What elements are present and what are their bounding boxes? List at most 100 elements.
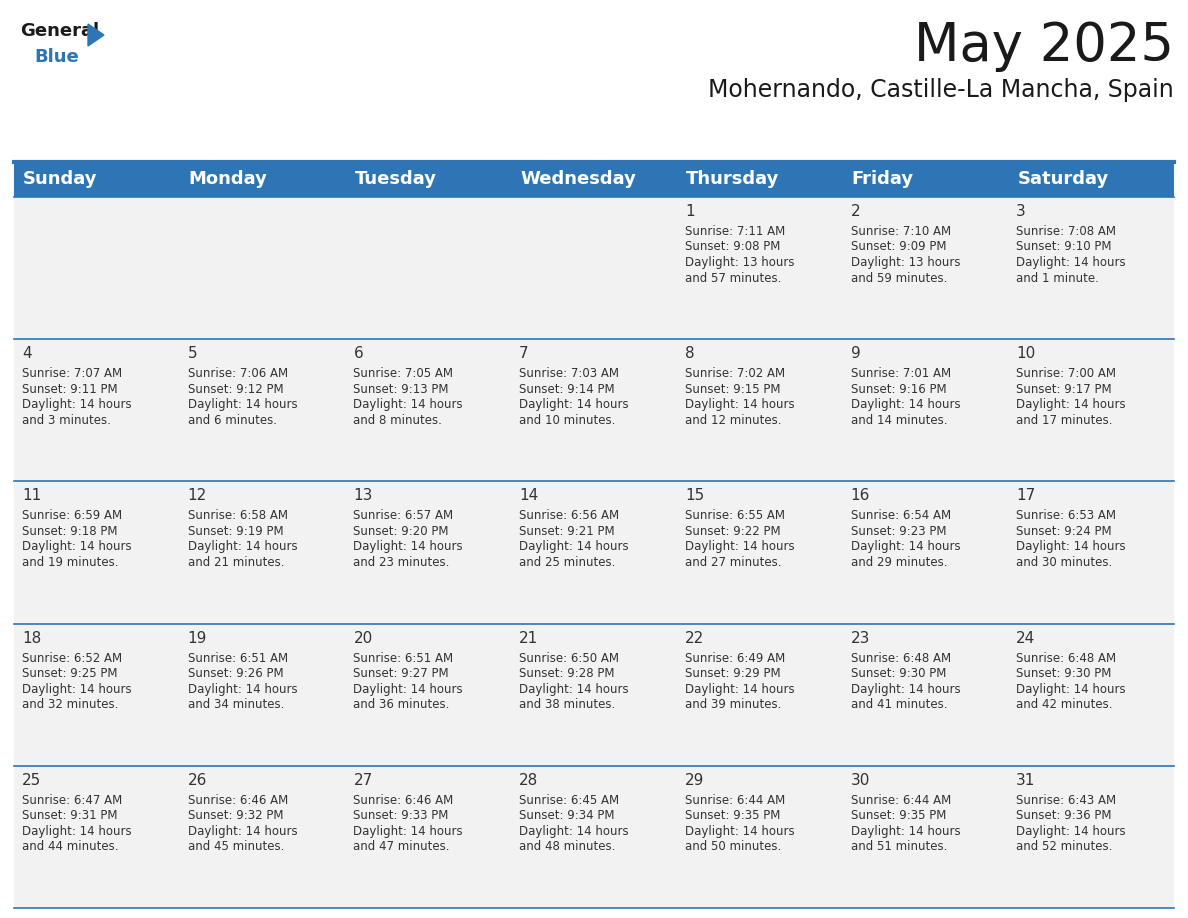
Text: Sunrise: 6:45 AM: Sunrise: 6:45 AM	[519, 794, 619, 807]
Text: and 45 minutes.: and 45 minutes.	[188, 840, 284, 854]
Text: and 27 minutes.: and 27 minutes.	[684, 556, 782, 569]
Text: Daylight: 14 hours: Daylight: 14 hours	[519, 541, 628, 554]
Bar	[677, 481, 842, 623]
Bar	[1009, 623, 1174, 766]
Bar	[346, 623, 511, 766]
Text: 17: 17	[1016, 488, 1036, 503]
Bar	[346, 339, 511, 481]
Text: Sunset: 9:22 PM: Sunset: 9:22 PM	[684, 525, 781, 538]
Bar	[511, 481, 677, 623]
Text: Sunrise: 6:52 AM: Sunrise: 6:52 AM	[23, 652, 122, 665]
Text: Sunrise: 6:49 AM: Sunrise: 6:49 AM	[684, 652, 785, 665]
Text: Sunset: 9:30 PM: Sunset: 9:30 PM	[1016, 667, 1112, 680]
Text: Daylight: 14 hours: Daylight: 14 hours	[684, 683, 795, 696]
Text: Daylight: 14 hours: Daylight: 14 hours	[188, 683, 297, 696]
Text: 15: 15	[684, 488, 704, 503]
Bar	[511, 623, 677, 766]
Text: 31: 31	[1016, 773, 1036, 788]
Text: Daylight: 14 hours: Daylight: 14 hours	[353, 398, 463, 411]
Text: and 29 minutes.: and 29 minutes.	[851, 556, 947, 569]
Text: Sunset: 9:28 PM: Sunset: 9:28 PM	[519, 667, 614, 680]
Text: 24: 24	[1016, 631, 1036, 645]
Text: Sunset: 9:36 PM: Sunset: 9:36 PM	[1016, 810, 1112, 823]
Text: Sunrise: 7:00 AM: Sunrise: 7:00 AM	[1016, 367, 1117, 380]
Text: Sunrise: 7:06 AM: Sunrise: 7:06 AM	[188, 367, 287, 380]
Text: Sunset: 9:32 PM: Sunset: 9:32 PM	[188, 810, 283, 823]
Bar	[511, 197, 677, 339]
Bar	[179, 623, 346, 766]
Bar	[14, 197, 179, 339]
Text: and 44 minutes.: and 44 minutes.	[23, 840, 119, 854]
Text: Friday: Friday	[852, 171, 914, 188]
Text: 27: 27	[353, 773, 373, 788]
Polygon shape	[88, 24, 105, 46]
Bar	[346, 197, 511, 339]
Bar	[1009, 197, 1174, 339]
Text: Sunrise: 6:48 AM: Sunrise: 6:48 AM	[851, 652, 950, 665]
Bar	[14, 623, 179, 766]
Text: and 25 minutes.: and 25 minutes.	[519, 556, 615, 569]
Text: 23: 23	[851, 631, 870, 645]
Text: Sunset: 9:23 PM: Sunset: 9:23 PM	[851, 525, 946, 538]
Text: Sunset: 9:35 PM: Sunset: 9:35 PM	[851, 810, 946, 823]
Text: Mohernando, Castille-La Mancha, Spain: Mohernando, Castille-La Mancha, Spain	[708, 78, 1174, 102]
Text: Daylight: 14 hours: Daylight: 14 hours	[1016, 824, 1126, 838]
Text: and 19 minutes.: and 19 minutes.	[23, 556, 119, 569]
Text: Sunset: 9:11 PM: Sunset: 9:11 PM	[23, 383, 118, 396]
Text: Sunset: 9:12 PM: Sunset: 9:12 PM	[188, 383, 284, 396]
Text: Sunrise: 6:53 AM: Sunrise: 6:53 AM	[1016, 509, 1117, 522]
Text: Daylight: 14 hours: Daylight: 14 hours	[684, 398, 795, 411]
Text: 21: 21	[519, 631, 538, 645]
Text: Daylight: 14 hours: Daylight: 14 hours	[1016, 683, 1126, 696]
Bar	[842, 197, 1009, 339]
Text: 25: 25	[23, 773, 42, 788]
Text: and 14 minutes.: and 14 minutes.	[851, 414, 947, 427]
Bar	[1009, 339, 1174, 481]
Text: Daylight: 14 hours: Daylight: 14 hours	[188, 824, 297, 838]
Text: Daylight: 14 hours: Daylight: 14 hours	[1016, 541, 1126, 554]
Bar	[14, 766, 179, 908]
Bar	[842, 339, 1009, 481]
Text: and 1 minute.: and 1 minute.	[1016, 272, 1099, 285]
Bar	[677, 766, 842, 908]
Text: Sunrise: 6:46 AM: Sunrise: 6:46 AM	[188, 794, 287, 807]
Text: Daylight: 14 hours: Daylight: 14 hours	[519, 683, 628, 696]
Text: 11: 11	[23, 488, 42, 503]
Text: 30: 30	[851, 773, 870, 788]
Text: Sunset: 9:16 PM: Sunset: 9:16 PM	[851, 383, 946, 396]
Text: and 47 minutes.: and 47 minutes.	[353, 840, 450, 854]
Text: Sunrise: 6:54 AM: Sunrise: 6:54 AM	[851, 509, 950, 522]
Text: Sunrise: 6:50 AM: Sunrise: 6:50 AM	[519, 652, 619, 665]
Bar	[677, 339, 842, 481]
Text: and 59 minutes.: and 59 minutes.	[851, 272, 947, 285]
Text: Sunrise: 6:56 AM: Sunrise: 6:56 AM	[519, 509, 619, 522]
Text: Sunday: Sunday	[23, 171, 97, 188]
Text: 12: 12	[188, 488, 207, 503]
Text: 3: 3	[1016, 204, 1026, 219]
Text: Sunrise: 6:59 AM: Sunrise: 6:59 AM	[23, 509, 122, 522]
Text: and 38 minutes.: and 38 minutes.	[519, 698, 615, 711]
Text: Daylight: 14 hours: Daylight: 14 hours	[684, 824, 795, 838]
Text: Daylight: 14 hours: Daylight: 14 hours	[353, 683, 463, 696]
Text: Sunset: 9:18 PM: Sunset: 9:18 PM	[23, 525, 118, 538]
Text: Sunset: 9:09 PM: Sunset: 9:09 PM	[851, 241, 946, 253]
Text: Sunrise: 6:57 AM: Sunrise: 6:57 AM	[353, 509, 454, 522]
Text: and 6 minutes.: and 6 minutes.	[188, 414, 277, 427]
Text: 19: 19	[188, 631, 207, 645]
Text: Sunrise: 6:51 AM: Sunrise: 6:51 AM	[353, 652, 454, 665]
Text: 29: 29	[684, 773, 704, 788]
Text: Sunset: 9:35 PM: Sunset: 9:35 PM	[684, 810, 781, 823]
Text: Daylight: 14 hours: Daylight: 14 hours	[353, 824, 463, 838]
Text: Sunrise: 6:58 AM: Sunrise: 6:58 AM	[188, 509, 287, 522]
Text: Daylight: 13 hours: Daylight: 13 hours	[684, 256, 795, 269]
Text: 16: 16	[851, 488, 870, 503]
Text: 1: 1	[684, 204, 695, 219]
Text: Sunrise: 6:51 AM: Sunrise: 6:51 AM	[188, 652, 287, 665]
Text: and 41 minutes.: and 41 minutes.	[851, 698, 947, 711]
Text: Sunset: 9:31 PM: Sunset: 9:31 PM	[23, 810, 118, 823]
Text: and 32 minutes.: and 32 minutes.	[23, 698, 119, 711]
Text: Daylight: 14 hours: Daylight: 14 hours	[23, 683, 132, 696]
Text: 9: 9	[851, 346, 860, 361]
Text: Daylight: 14 hours: Daylight: 14 hours	[1016, 256, 1126, 269]
Text: May 2025: May 2025	[914, 20, 1174, 72]
